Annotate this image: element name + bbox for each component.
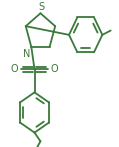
Text: O: O [51, 64, 58, 74]
Text: N: N [23, 49, 30, 59]
Text: O: O [11, 64, 18, 74]
Text: S: S [39, 2, 45, 12]
